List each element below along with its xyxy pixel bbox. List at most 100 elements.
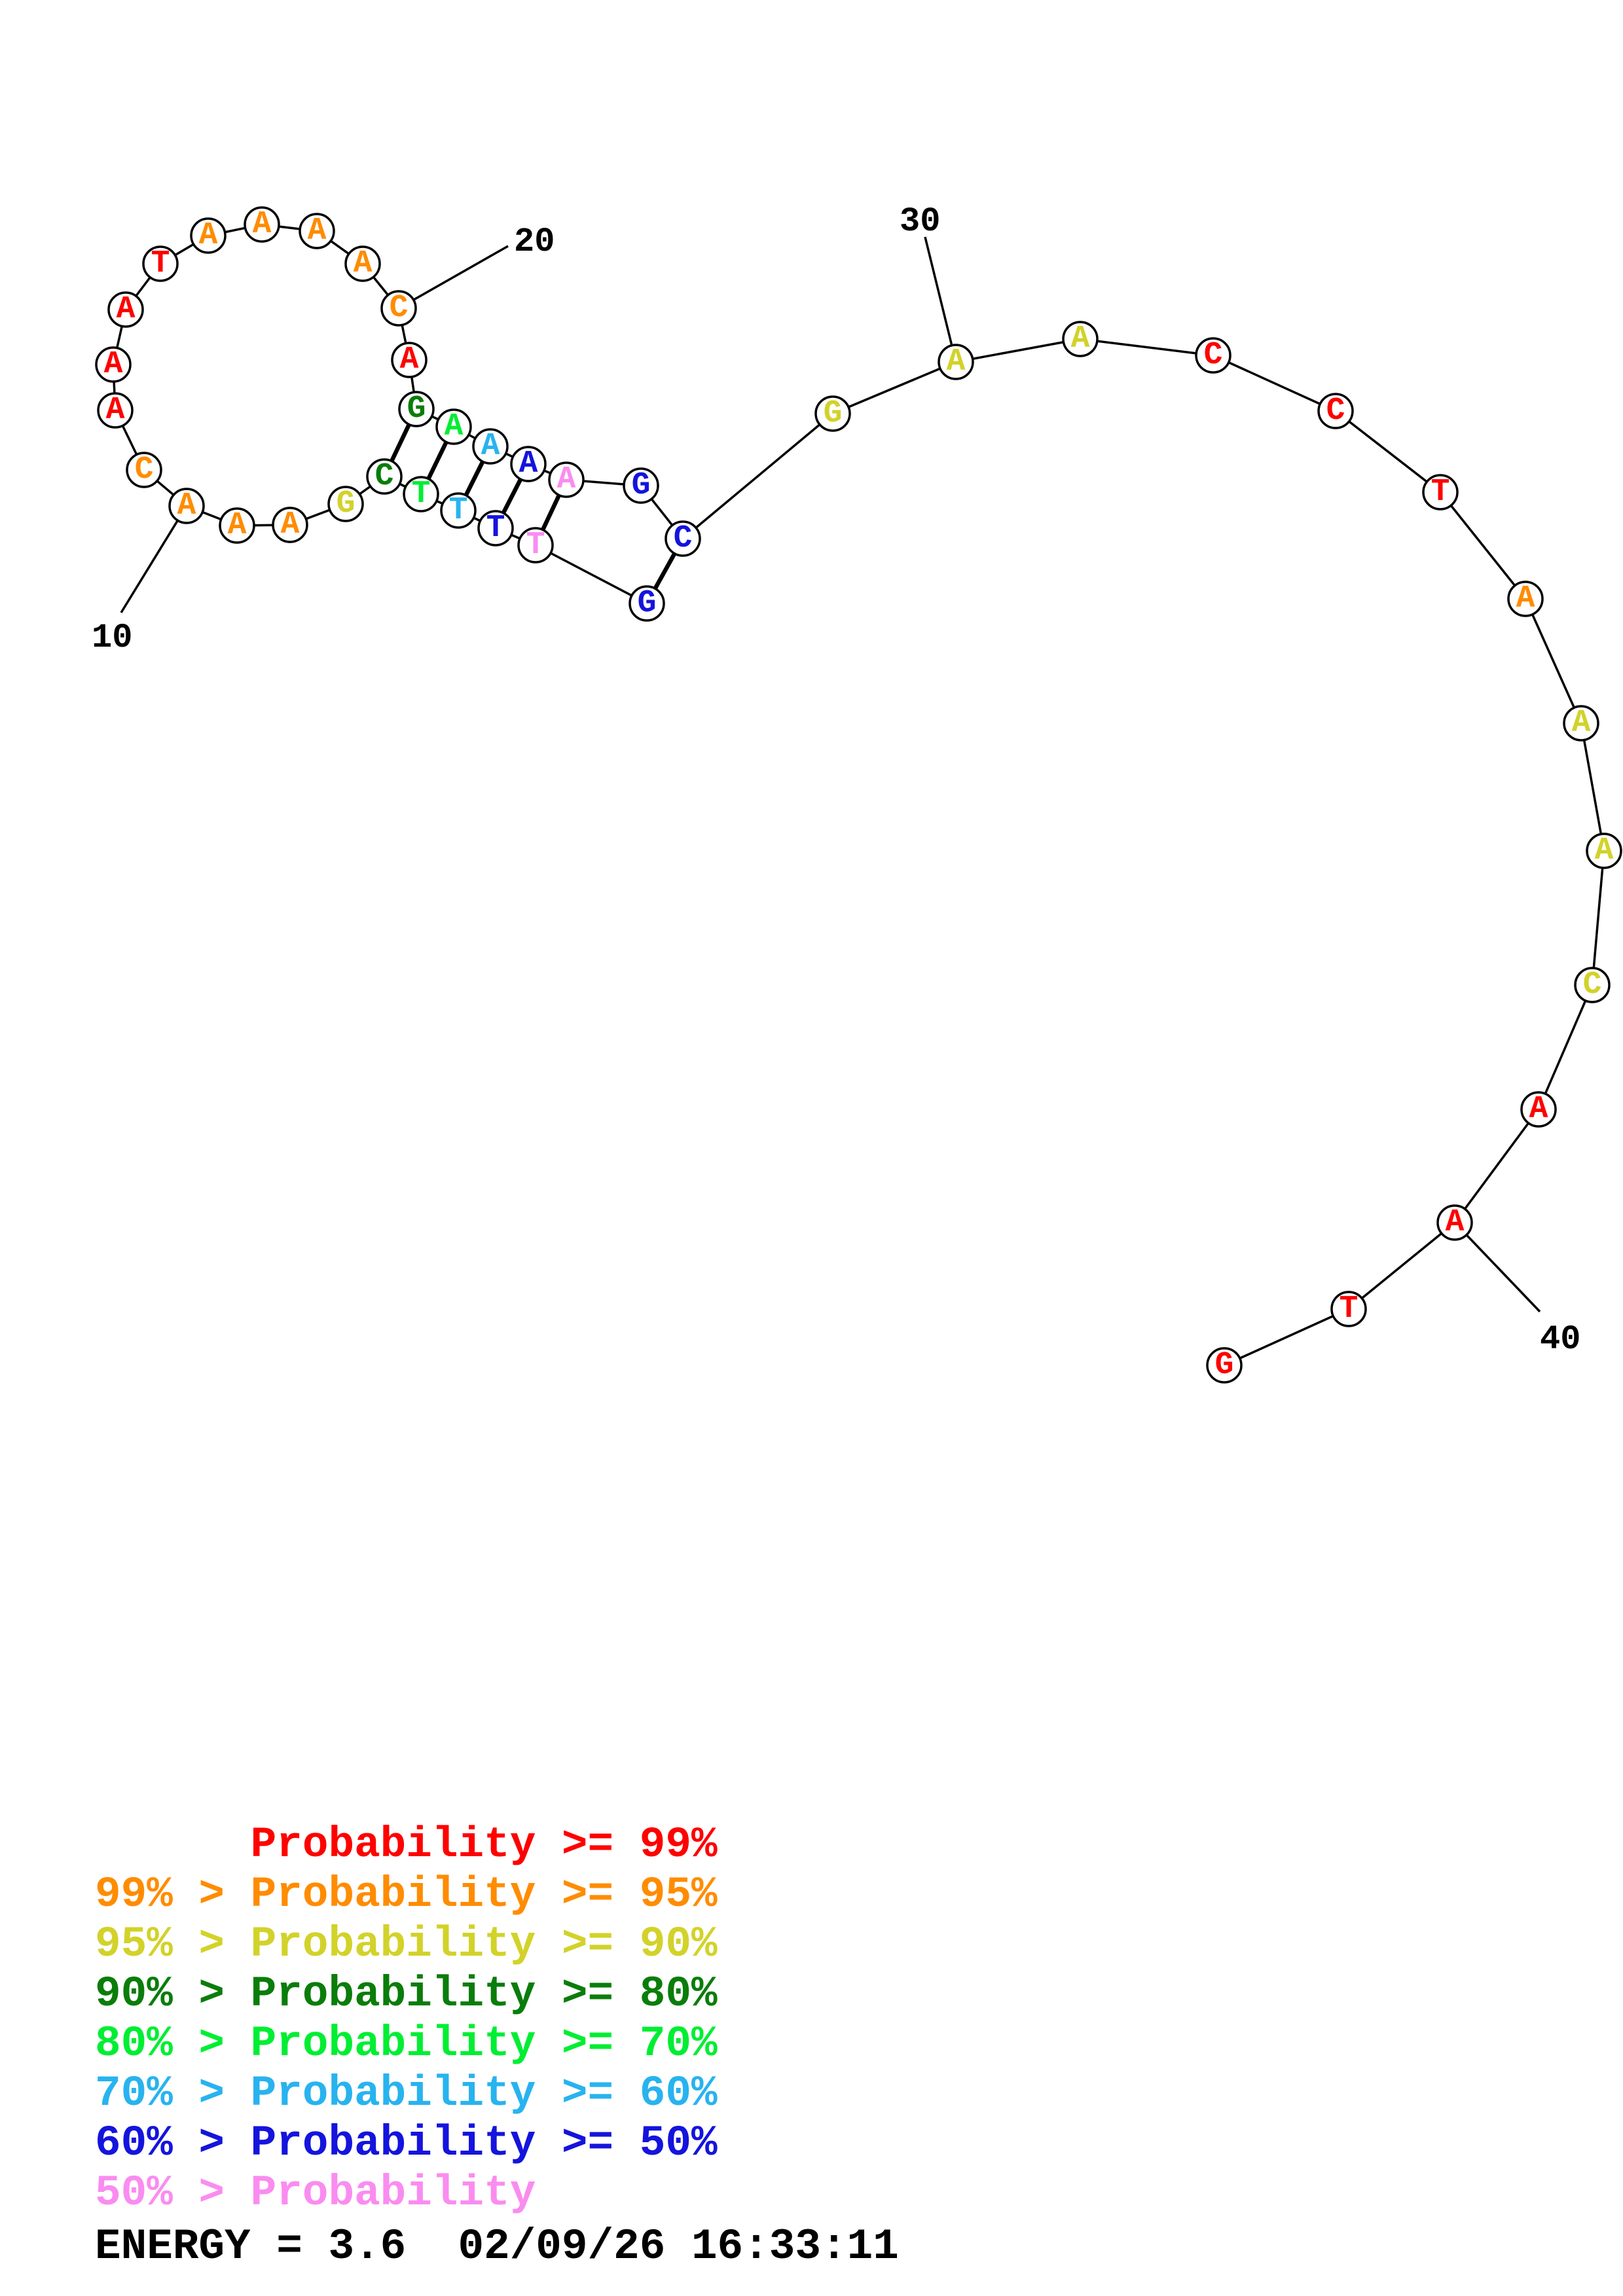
backbone-line	[1591, 850, 1605, 986]
nucleotide-node	[440, 492, 477, 529]
backbone-line	[1334, 410, 1442, 493]
tick-label: 40	[1540, 1320, 1580, 1359]
backbone-line	[682, 412, 834, 540]
nucleotide-node	[1422, 474, 1459, 511]
nucleotide-letter: A	[1071, 321, 1090, 357]
nucleotide-node	[435, 408, 472, 445]
backbone-line	[832, 361, 957, 415]
nucleotide-node	[299, 213, 335, 249]
nucleotide-letter: G	[632, 468, 651, 503]
nucleotide-node	[107, 291, 144, 328]
nucleotide-node	[1206, 1347, 1243, 1384]
nucleotide-node	[510, 446, 547, 482]
nucleotide-letter: T	[486, 511, 505, 546]
nucleotide-node	[366, 458, 403, 495]
backbone-line	[1453, 1108, 1540, 1224]
nucleotide-node	[380, 290, 417, 327]
backbone-line	[535, 544, 647, 605]
nucleotide-letter: C	[1204, 338, 1223, 373]
nucleotide-node	[1574, 967, 1611, 1003]
nucleotide-letter: A	[1595, 833, 1614, 869]
nucleotide-letter: G	[638, 586, 657, 621]
nucleotide-node	[814, 395, 851, 432]
nucleotide-node	[142, 245, 179, 282]
nucleotide-node	[244, 206, 280, 243]
nucleotide-letter: C	[390, 291, 409, 326]
nucleotide-letter: C	[1583, 967, 1602, 1003]
nucleotide-letter: A	[947, 344, 966, 380]
nucleotide-node	[1520, 1091, 1557, 1128]
nucleotide-letter: C	[135, 452, 154, 488]
nucleotide-letter: A	[228, 508, 247, 543]
nucleotide-node	[219, 507, 255, 544]
nucleotide-letter: T	[151, 246, 170, 281]
tick-lines	[120, 236, 1541, 1313]
nucleotide-node	[1062, 321, 1099, 357]
nucleotide-node	[1436, 1204, 1473, 1241]
nucleotide-node	[938, 344, 974, 380]
energy-label: ENERGY = 3.6 02/09/26 16:33:11	[95, 2222, 899, 2271]
nucleotide-node	[548, 461, 585, 498]
legend-line: Probability >= 99%	[95, 1820, 718, 1869]
nucleotide-letter: A	[400, 342, 419, 378]
nucleotide-node	[190, 217, 227, 254]
tick-line	[924, 236, 957, 363]
nucleotide-node	[126, 452, 162, 488]
nucleotide-letter: A	[308, 213, 327, 249]
nucleotide-letter: A	[117, 292, 136, 327]
nucleotide-letter: A	[1446, 1205, 1465, 1240]
legend-line: 99% > Probability >= 95%	[95, 1870, 718, 1919]
nucleotide-letter: G	[337, 486, 356, 522]
legend-line: 90% > Probability >= 80%	[95, 1969, 718, 2018]
nucleotide-letter: C	[674, 521, 693, 556]
nucleotide-node	[477, 510, 514, 547]
nucleotide-letter: A	[1572, 706, 1591, 741]
nucleotide-node	[1195, 337, 1231, 374]
nucleotide-letter: C	[375, 459, 394, 494]
tick-line	[1453, 1221, 1541, 1313]
tick-labels: 10 20 30 40	[92, 202, 1580, 1359]
nucleotide-letter: A	[253, 207, 272, 242]
nucleotide-node	[1330, 1291, 1367, 1327]
backbone-line	[1537, 984, 1594, 1110]
nucleotide-node	[517, 527, 554, 564]
nucleotide-letter: A	[104, 347, 123, 382]
legend-line: 80% > Probability >= 70%	[95, 2019, 718, 2068]
nucleotide-letter: A	[199, 218, 218, 253]
nucleotide-letter: A	[519, 446, 538, 482]
tick-line	[120, 505, 188, 613]
backbone-line	[1347, 1221, 1456, 1310]
nucleotide-node	[1586, 833, 1622, 869]
nucleotide-letter: T	[1431, 475, 1450, 510]
backbone-line	[1580, 723, 1605, 852]
backbone-line	[1080, 338, 1214, 357]
nucleotide-letter: T	[412, 476, 431, 512]
nucleotide-letter: G	[824, 396, 843, 431]
nucleotide-node	[97, 392, 134, 429]
nucleotide-node	[272, 507, 308, 543]
backbone-lines	[112, 223, 1605, 1367]
nucleotide-letter: C	[1326, 393, 1345, 429]
nucleotide-letter: T	[449, 493, 468, 528]
nucleotide-letter: A	[177, 488, 196, 524]
backbone-line	[1439, 491, 1527, 600]
nucleotide-node	[403, 476, 439, 512]
nucleotide-letter: G	[1215, 1348, 1234, 1383]
nucleotide-letter: A	[1516, 581, 1535, 617]
backbone-line	[1213, 354, 1336, 412]
nucleotide-node	[168, 488, 205, 524]
backbone-line	[1524, 598, 1582, 724]
nucleotide-node	[1317, 393, 1354, 429]
legend-line: 70% > Probability >= 60%	[95, 2069, 718, 2118]
legend-line: 95% > Probability >= 90%	[95, 1920, 718, 1969]
tick-label: 10	[92, 619, 132, 657]
nucleotide-letter: A	[481, 429, 500, 464]
nucleotide-letter: T	[526, 528, 545, 563]
backbone-line	[1224, 1308, 1349, 1367]
nucleotide-letter: T	[1340, 1291, 1359, 1327]
nucleotide-node	[1563, 705, 1599, 742]
nucleotide-letter: A	[1529, 1092, 1548, 1127]
